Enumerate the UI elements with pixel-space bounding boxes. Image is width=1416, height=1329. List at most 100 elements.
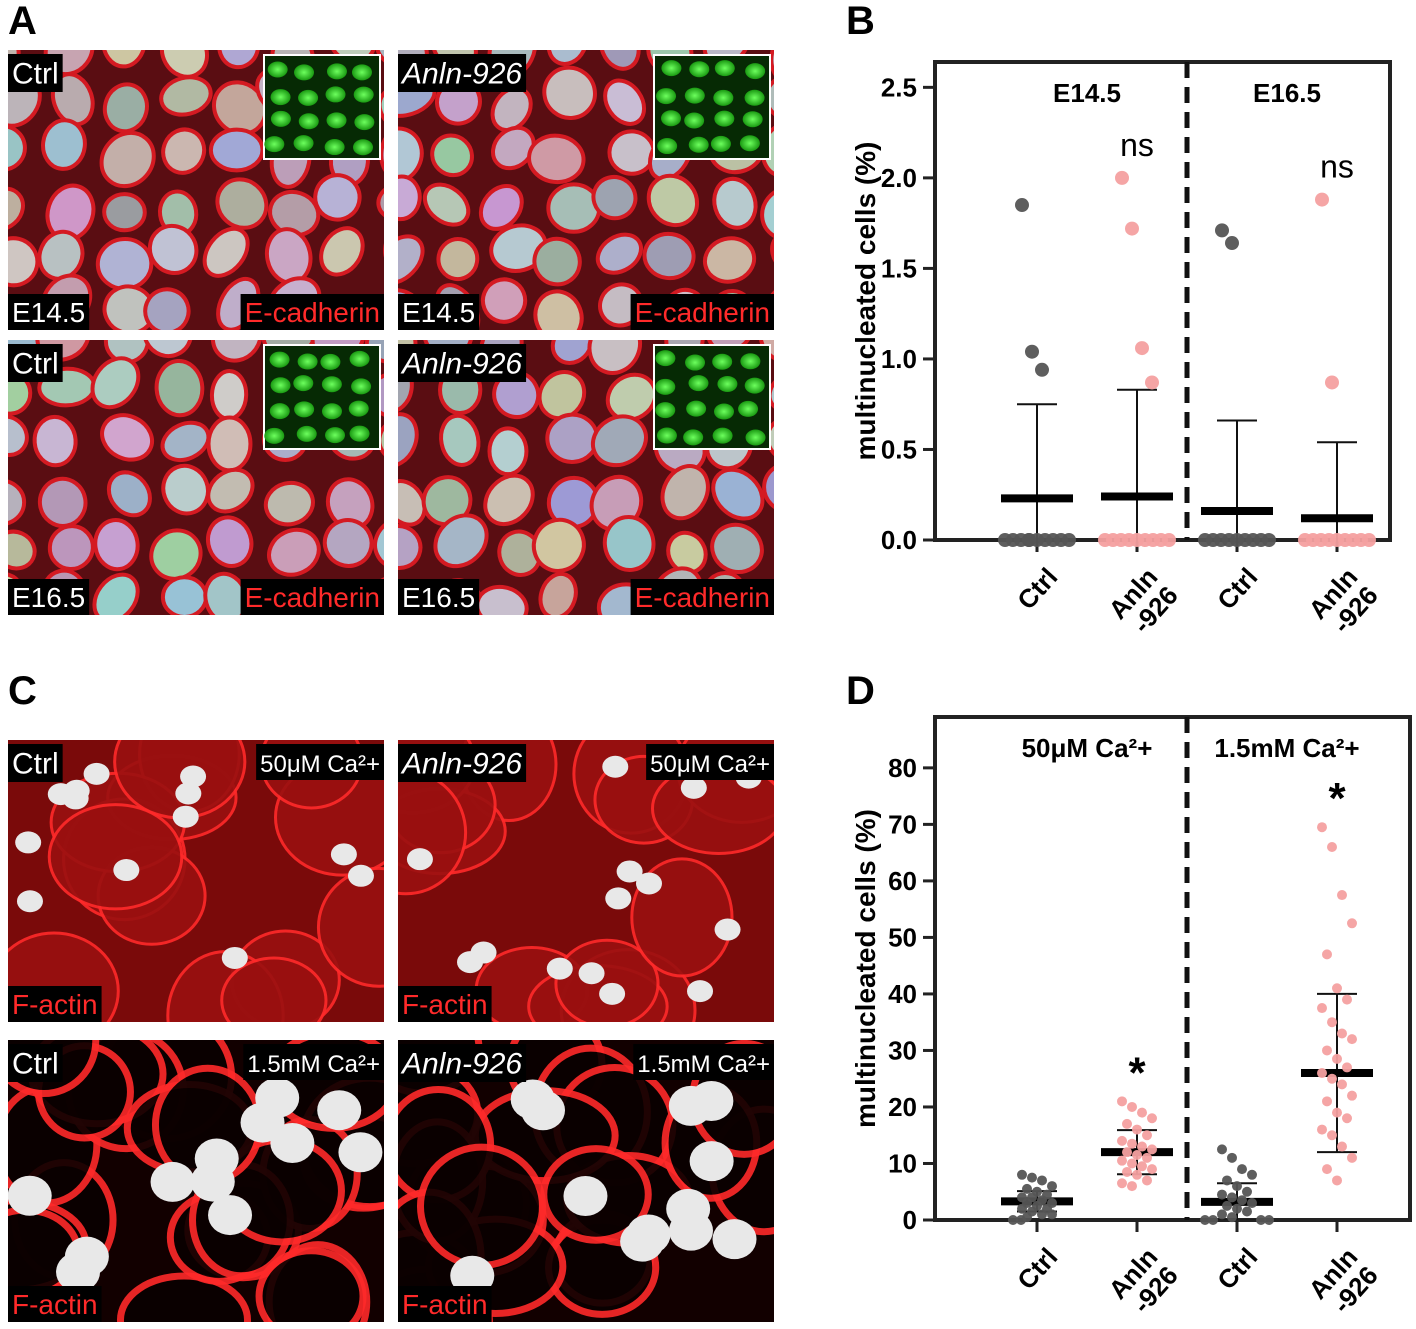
nucleus [433, 513, 489, 569]
data-point [1232, 1203, 1242, 1214]
data-point [1327, 1073, 1337, 1084]
stain-label: F-actin [12, 989, 98, 1020]
label-background [633, 1044, 774, 1080]
nucleus [98, 625, 147, 680]
data-point [1122, 1147, 1132, 1158]
label-background [256, 744, 384, 780]
data-point [1232, 1181, 1242, 1192]
nucleus [99, 130, 156, 189]
micrograph [398, 50, 774, 330]
y-tick-label: 0.5 [881, 434, 917, 464]
micrograph-content [8, 1040, 384, 1322]
nucleus [322, 518, 374, 568]
condition-label-box: 50μM Ca²+ [256, 744, 384, 780]
data-point [1132, 1124, 1142, 1135]
data-point [1037, 1175, 1047, 1186]
nucleus [491, 125, 536, 171]
genotype-label: Ctrl [12, 1048, 59, 1081]
stain-label-box: F-actin [8, 986, 102, 1022]
plot-area [1001, 388, 1373, 540]
nucleus [210, 340, 263, 363]
data-point [1332, 983, 1342, 994]
x-tick-label: Ctrl [1211, 562, 1263, 615]
nucleus [135, 625, 201, 686]
nucleus [270, 1123, 315, 1164]
nucleus [607, 129, 656, 176]
nucleus [206, 415, 253, 473]
label-background [240, 294, 384, 330]
data-point [1342, 1062, 1352, 1073]
nucleus [477, 618, 542, 676]
nucleus [172, 805, 199, 828]
nucleus [620, 1221, 665, 1262]
nucleus [712, 1219, 757, 1260]
group-label: 50μM Ca²+ [1022, 733, 1153, 763]
inset-nucleus [353, 86, 374, 103]
data-point [1217, 1209, 1227, 1220]
stain-label: E-cadherin [635, 582, 770, 613]
nucleus [8, 529, 37, 571]
micrograph-content [398, 1040, 774, 1322]
inset-nucleus [270, 89, 291, 106]
x-tick-label: Ctrl [1211, 1242, 1263, 1295]
nucleus [180, 765, 207, 788]
x-tick-label: Anln-926 [1303, 1242, 1384, 1323]
nucleus [687, 980, 714, 1003]
genotype-label: Ctrl [12, 748, 59, 781]
nucleus [591, 174, 638, 221]
data-point [1206, 533, 1220, 547]
inset-nucleus [661, 60, 682, 77]
data-point [1337, 1028, 1347, 1039]
data-point [1127, 1101, 1137, 1112]
label-background [398, 744, 527, 782]
data-point [1027, 1172, 1037, 1183]
genotype-label: Ctrl [12, 348, 59, 381]
nucleus [546, 50, 589, 66]
data-point [1225, 236, 1239, 251]
data-point [1142, 1152, 1152, 1163]
nucleus [37, 229, 85, 281]
data-point [1337, 1141, 1347, 1152]
nucleus [100, 413, 154, 462]
data-point [1215, 223, 1229, 238]
data-point [1242, 1186, 1252, 1197]
data-point [1017, 1169, 1027, 1180]
nucleus [8, 1175, 52, 1216]
data-point [1247, 1169, 1257, 1180]
nucleus [430, 133, 474, 178]
data-point [1142, 1130, 1152, 1141]
micrograph [8, 740, 384, 1022]
micrograph [8, 1040, 384, 1322]
data-point [1237, 1195, 1247, 1206]
cell [416, 1143, 546, 1269]
nucleus [102, 82, 149, 134]
inset-nucleus [713, 89, 734, 106]
inset-nucleus [321, 403, 342, 420]
nucleus [161, 463, 210, 516]
group-label: E14.5 [1053, 78, 1121, 108]
stain-label-box: E-cadherin [240, 579, 384, 615]
cell [116, 1272, 252, 1322]
inset-nucleus [294, 401, 315, 418]
nucleus [369, 624, 431, 682]
nucleus [47, 524, 95, 572]
data-point [1122, 1118, 1132, 1129]
inset-nucleus [326, 63, 347, 80]
nucleus [478, 183, 524, 231]
nucleus [142, 340, 194, 359]
cell [220, 956, 328, 1022]
data-point [1117, 1178, 1127, 1189]
inset-nucleus [744, 89, 765, 106]
nucleus [160, 420, 211, 463]
y-tick-label: 1.5 [881, 253, 917, 283]
inset-nucleus [684, 87, 705, 104]
panel-letter: A [8, 0, 37, 43]
data-point [1325, 375, 1339, 390]
inset-nucleus [744, 377, 765, 394]
nucleus [483, 473, 535, 527]
data-point [1247, 1198, 1257, 1209]
inset-nucleus [655, 350, 676, 367]
inset-nucleus [739, 135, 760, 152]
data-point [1256, 1215, 1266, 1225]
label-background [240, 579, 384, 615]
